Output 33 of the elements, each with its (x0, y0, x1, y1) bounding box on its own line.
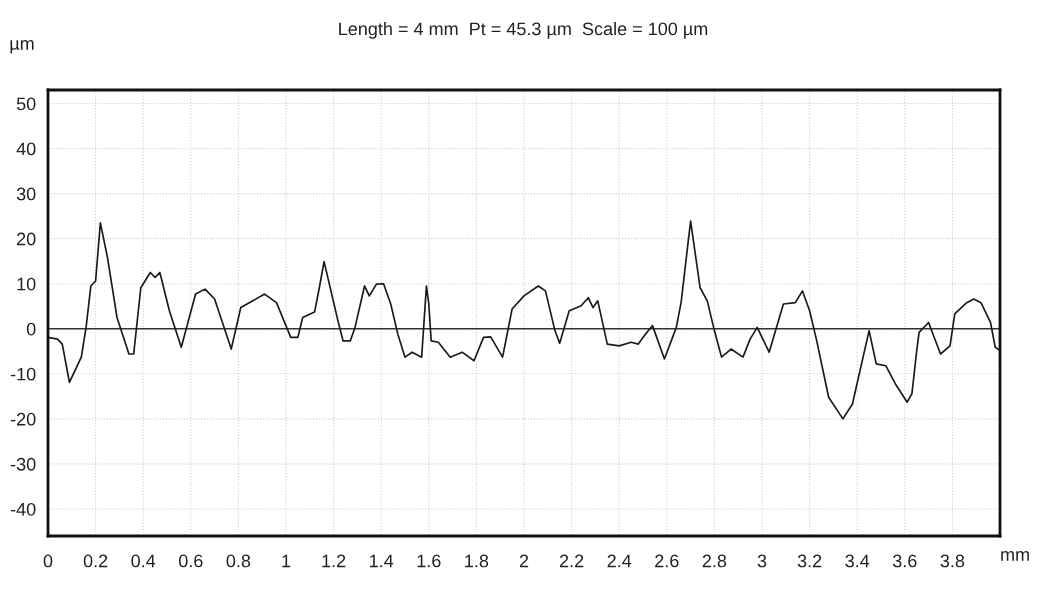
x-tick-label: 1.8 (465, 554, 489, 568)
x-tick-label: 2.8 (702, 554, 727, 568)
x-tick-label: 1.2 (322, 554, 346, 568)
x-tick-label: 2.2 (559, 554, 584, 568)
x-tick-label: 0.2 (83, 554, 108, 568)
y-tick-label: -20 (10, 412, 36, 426)
x-tick-label: 2.4 (607, 554, 632, 568)
x-tick-label: 1.4 (370, 554, 394, 568)
x-tick-label: 1.6 (417, 554, 441, 568)
y-tick-label: 30 (16, 187, 36, 201)
y-tick-label: -30 (10, 457, 36, 471)
y-tick-label: -40 (10, 502, 36, 516)
x-axis-title: mm (1001, 550, 1029, 561)
x-tick-label: 1 (282, 554, 291, 568)
x-tick-label: 0.6 (178, 554, 203, 568)
x-tick-label: 3.8 (940, 554, 965, 568)
x-tick-label: 3 (757, 554, 767, 568)
x-tick-label: 3.2 (797, 554, 822, 568)
y-tick-label: 20 (17, 232, 36, 246)
y-tick-label: 40 (16, 142, 36, 156)
x-tick-label: 2.6 (655, 554, 679, 568)
y-tick-label: 0 (26, 322, 36, 336)
y-axis-title: µm (10, 39, 34, 54)
y-tick-label: 10 (17, 277, 36, 291)
x-tick-label: 0 (43, 554, 53, 568)
x-tick-label: 0.4 (131, 554, 156, 568)
x-tick-label: 0.8 (226, 554, 251, 568)
x-tick-label: 2 (519, 554, 529, 568)
y-tick-label: -10 (10, 367, 36, 381)
x-tick-label: 3.6 (892, 554, 917, 568)
y-tick-label: 50 (16, 97, 36, 111)
chart-title: Length = 4 mm Pt = 45.3 µm Scale = 100 µm (339, 22, 708, 39)
x-tick-label: 3.4 (845, 554, 870, 568)
